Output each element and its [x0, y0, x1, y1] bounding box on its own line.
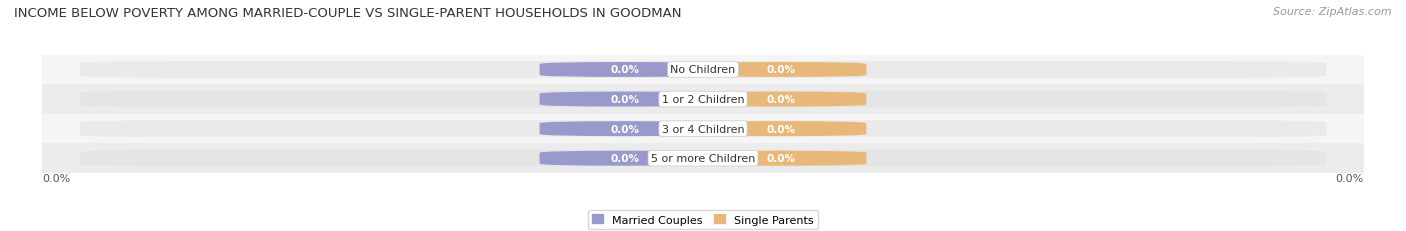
- FancyBboxPatch shape: [699, 63, 866, 78]
- FancyBboxPatch shape: [540, 151, 707, 166]
- FancyBboxPatch shape: [699, 151, 866, 166]
- Text: 0.0%: 0.0%: [610, 154, 640, 164]
- Bar: [42, 114, 1364, 144]
- Text: 0.0%: 0.0%: [610, 95, 640, 105]
- FancyBboxPatch shape: [80, 121, 1326, 137]
- FancyBboxPatch shape: [540, 122, 707, 137]
- Legend: Married Couples, Single Parents: Married Couples, Single Parents: [588, 210, 818, 229]
- FancyBboxPatch shape: [540, 92, 707, 107]
- Text: 5 or more Children: 5 or more Children: [651, 154, 755, 164]
- Bar: [42, 144, 1364, 173]
- Text: INCOME BELOW POVERTY AMONG MARRIED-COUPLE VS SINGLE-PARENT HOUSEHOLDS IN GOODMAN: INCOME BELOW POVERTY AMONG MARRIED-COUPL…: [14, 7, 682, 20]
- Bar: [42, 85, 1364, 114]
- Text: 0.0%: 0.0%: [610, 65, 640, 75]
- FancyBboxPatch shape: [540, 63, 707, 78]
- FancyBboxPatch shape: [80, 62, 1326, 79]
- FancyBboxPatch shape: [80, 150, 1326, 167]
- FancyBboxPatch shape: [80, 91, 1326, 108]
- Text: 0.0%: 0.0%: [766, 65, 796, 75]
- Text: 0.0%: 0.0%: [42, 173, 70, 183]
- Bar: [42, 55, 1364, 85]
- Text: 1 or 2 Children: 1 or 2 Children: [662, 95, 744, 105]
- FancyBboxPatch shape: [699, 122, 866, 137]
- Text: 0.0%: 0.0%: [610, 124, 640, 134]
- Text: 0.0%: 0.0%: [766, 154, 796, 164]
- Text: No Children: No Children: [671, 65, 735, 75]
- FancyBboxPatch shape: [699, 92, 866, 107]
- Text: 0.0%: 0.0%: [1336, 173, 1364, 183]
- Text: 3 or 4 Children: 3 or 4 Children: [662, 124, 744, 134]
- Text: 0.0%: 0.0%: [766, 124, 796, 134]
- Text: 0.0%: 0.0%: [766, 95, 796, 105]
- Text: Source: ZipAtlas.com: Source: ZipAtlas.com: [1274, 7, 1392, 17]
